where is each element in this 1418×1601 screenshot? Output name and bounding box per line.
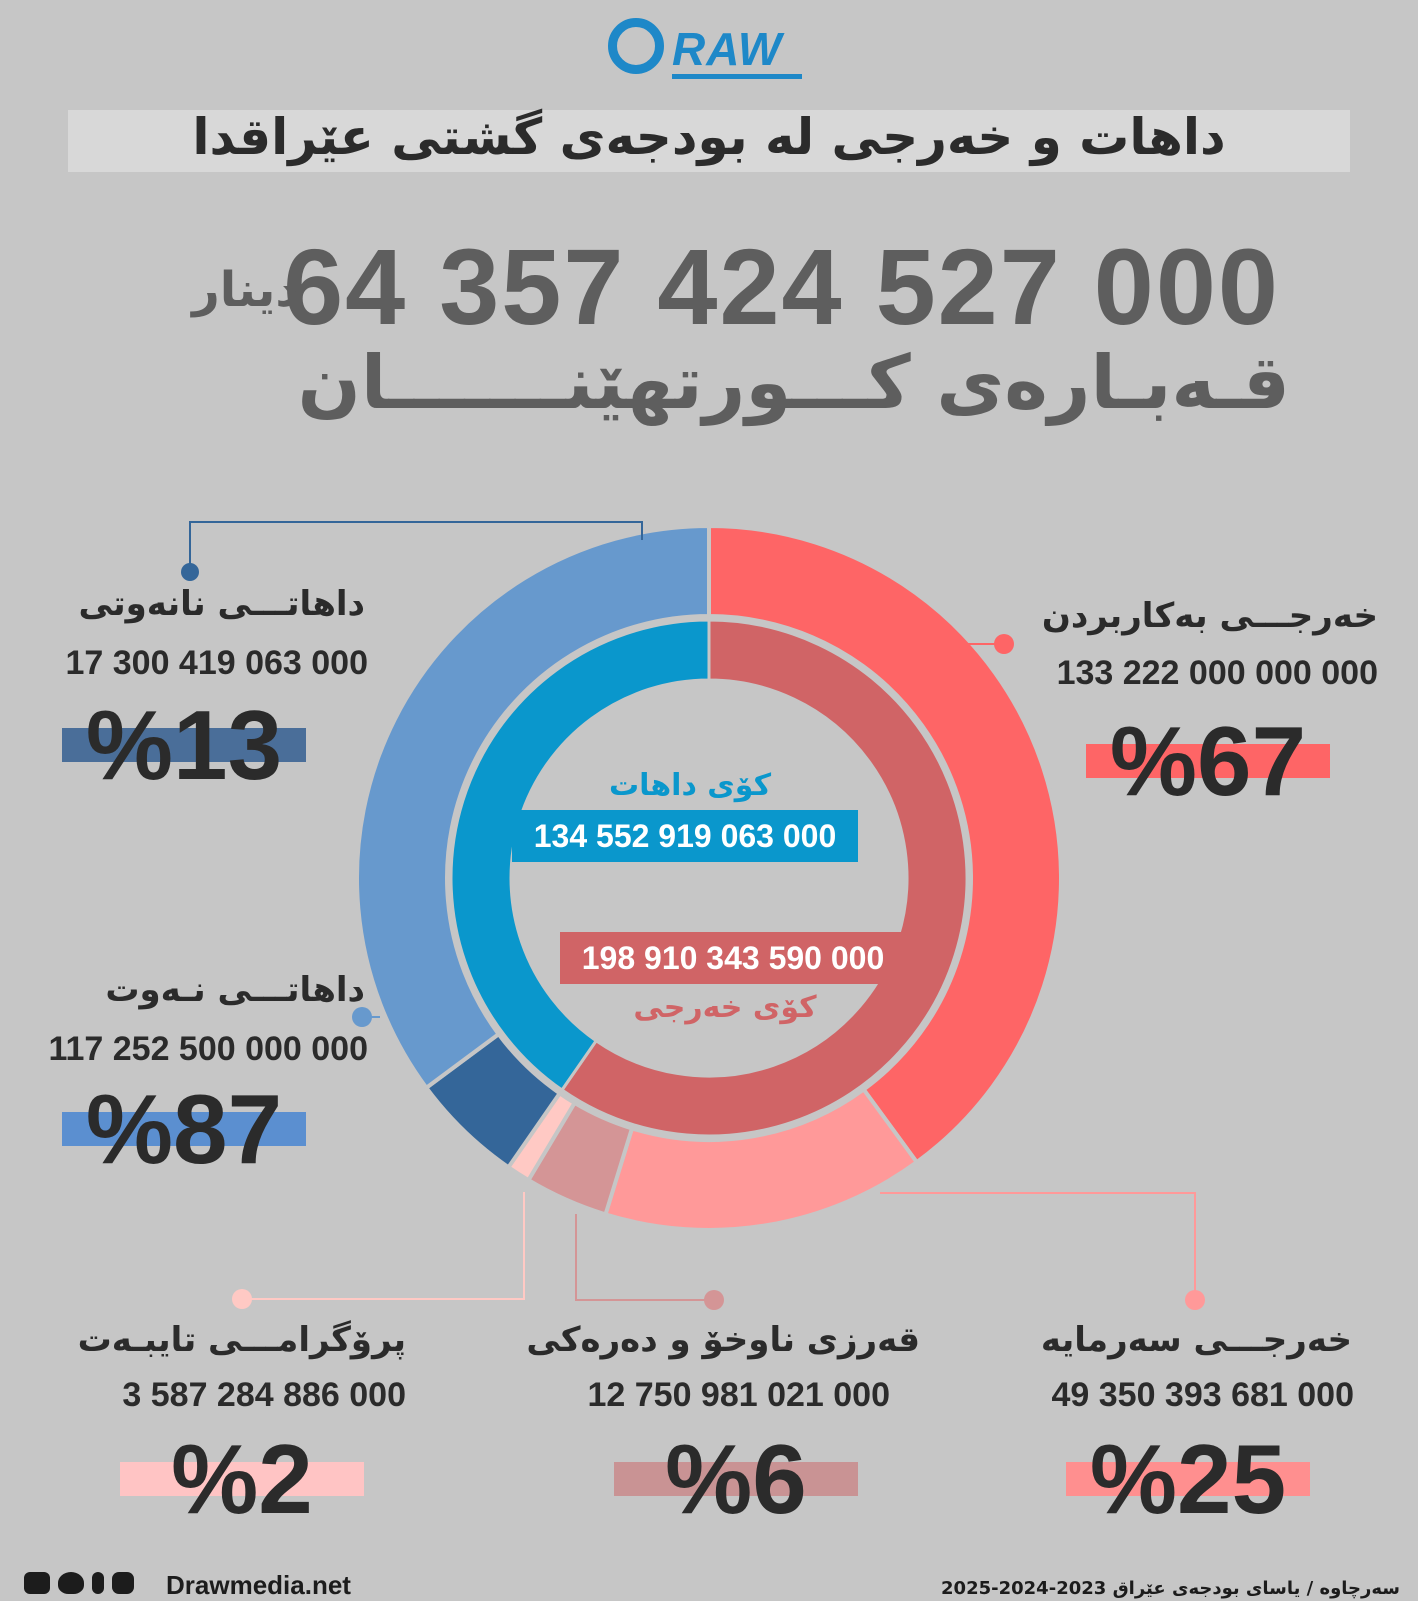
- logo-underline: [672, 74, 802, 79]
- special-programs-percent: %2: [171, 1424, 313, 1534]
- instagram-icon[interactable]: [112, 1572, 134, 1594]
- debt-value: 12 750 981 021 000: [587, 1376, 890, 1414]
- facebook-icon[interactable]: [92, 1572, 104, 1594]
- capital-expense-bar: [1066, 1462, 1310, 1496]
- outer-slice: [707, 523, 1063, 1165]
- oil-revenue-name: داهاتـــی نـەوت: [105, 970, 365, 1010]
- non-oil-revenue-name: داهاتـــی نانەوتی: [78, 584, 365, 624]
- leader-dot-non-oil: [181, 563, 199, 581]
- operating-expense-percent: %67: [1109, 706, 1307, 816]
- outer-slice: [355, 523, 711, 1091]
- title-highlight: [68, 110, 1350, 172]
- leader-dot-operating: [994, 634, 1014, 654]
- oil-revenue-percent: %87: [85, 1074, 283, 1184]
- leader-line-debt: [575, 1214, 714, 1301]
- operating-expense-bar: [1086, 744, 1330, 778]
- leader-dot-oil: [352, 1007, 372, 1027]
- inner-slice: [449, 618, 711, 1093]
- oil-revenue-bar: [62, 1112, 306, 1146]
- debt-bar: [614, 1462, 858, 1496]
- leader-line-non-oil: [189, 521, 643, 572]
- currency-label: دینار: [192, 262, 300, 318]
- source-note: سەرچاوە / یاسای بودجەی عێراق 2023-2024-2…: [941, 1578, 1400, 1599]
- capital-expense-percent: %25: [1089, 1424, 1287, 1534]
- page-title: داهات و خەرجی لە بودجەی گشتی عێراقدا: [192, 108, 1226, 166]
- total-income-label: کۆی داهات: [608, 768, 772, 803]
- social-icons: [24, 1572, 142, 1594]
- twitter-icon[interactable]: [58, 1572, 84, 1594]
- debt-percent: %6: [665, 1424, 807, 1534]
- draw-logo: RAW: [600, 14, 820, 86]
- youtube-icon[interactable]: [24, 1572, 50, 1594]
- operating-expense-name: خەرجـــی بەکاربردن: [1041, 596, 1378, 636]
- inner-ring: [449, 618, 969, 1138]
- operating-expense-value: 133 222 000 000 000: [1056, 654, 1378, 692]
- inner-slice: [559, 618, 969, 1138]
- non-oil-revenue-percent: %13: [85, 690, 283, 800]
- logo-circle-icon: [608, 18, 664, 74]
- capital-expense-value: 49 350 393 681 000: [1051, 1376, 1354, 1414]
- debt-name: قەرزی ناوخۆ و دەرەکی: [526, 1320, 920, 1360]
- leader-line-capital: [880, 1192, 1196, 1300]
- site-link[interactable]: Drawmedia.net: [166, 1570, 351, 1600]
- non-oil-revenue-bar: [62, 728, 306, 762]
- capital-expense-name: خەرجـــی سەرمایە: [1040, 1320, 1352, 1360]
- non-oil-revenue-value: 17 300 419 063 000: [65, 644, 368, 682]
- leader-line-special: [242, 1192, 525, 1300]
- total-expense-value: 198 910 343 590 000: [560, 932, 906, 984]
- deficit-amount: 64 357 424 527 000: [283, 226, 1280, 347]
- deficit-label: قـەبـارەی کـــورتهێنـــــــان: [297, 340, 1290, 426]
- total-income-value: 134 552 919 063 000: [512, 810, 858, 862]
- leader-dot-special: [232, 1289, 252, 1309]
- outer-ring: [355, 523, 1063, 1232]
- special-programs-bar: [120, 1462, 364, 1496]
- leader-line-operating: [947, 643, 1004, 657]
- special-programs-value: 3 587 284 886 000: [122, 1376, 406, 1414]
- leader-dot-capital: [1185, 1290, 1205, 1310]
- total-expense-label: کۆی خەرجی: [633, 990, 817, 1025]
- special-programs-name: پرۆگرامـــی تایبـەت: [77, 1320, 406, 1360]
- leader-lines: [181, 521, 1205, 1310]
- logo-text: RAW: [672, 23, 783, 75]
- oil-revenue-value: 117 252 500 000 000: [48, 1030, 368, 1068]
- leader-dot-debt: [704, 1290, 724, 1310]
